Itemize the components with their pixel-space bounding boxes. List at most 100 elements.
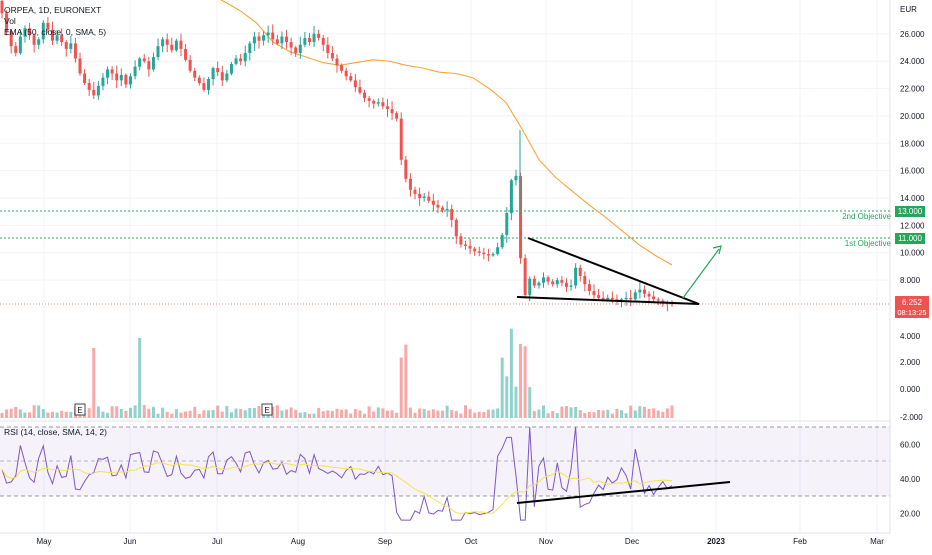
candle-body[interactable] [372, 100, 376, 104]
candle-body[interactable] [528, 278, 532, 296]
candle-body[interactable] [37, 39, 41, 45]
candle-body[interactable] [193, 70, 197, 78]
candle-body[interactable] [142, 58, 146, 62]
candle-body[interactable] [427, 196, 431, 201]
candle-body[interactable] [60, 35, 64, 43]
candle-body[interactable] [431, 200, 435, 205]
candle-body[interactable] [606, 297, 610, 300]
candle-body[interactable] [523, 258, 527, 296]
candle-body[interactable] [220, 72, 224, 81]
candle-body[interactable] [229, 63, 233, 74]
candle-body[interactable] [574, 267, 578, 286]
candle-body[interactable] [317, 33, 321, 38]
candle-body[interactable] [340, 65, 344, 71]
candle-body[interactable] [459, 236, 463, 245]
rsi-trendline[interactable] [516, 481, 731, 504]
candle-body[interactable] [450, 208, 454, 220]
candle-body[interactable] [381, 102, 385, 107]
triangle-upper-trendline[interactable] [527, 237, 700, 305]
candle-body[interactable] [496, 247, 500, 255]
candle-body[interactable] [41, 22, 45, 40]
candle-body[interactable] [202, 83, 206, 90]
legend-title[interactable]: ORPEA, 1D, EURONEXT [4, 5, 102, 15]
candle-body[interactable] [592, 291, 596, 296]
candle-body[interactable] [128, 76, 132, 85]
candle-body[interactable] [248, 43, 252, 53]
candle-body[interactable] [363, 92, 367, 99]
legend-ema[interactable]: EMA (50, close, 0, SMA, 5) [4, 27, 107, 37]
candle-body[interactable] [436, 204, 440, 208]
candle-body[interactable] [165, 39, 169, 45]
candle-body[interactable] [0, 1, 4, 14]
ema-50-line[interactable] [190, 0, 673, 266]
candle-body[interactable] [83, 73, 87, 84]
candle-body[interactable] [133, 66, 137, 77]
candle-body[interactable] [473, 248, 477, 252]
candle-body[interactable] [358, 87, 362, 93]
candle-body[interactable] [560, 280, 564, 283]
candle-body[interactable] [298, 44, 302, 53]
candle-body[interactable] [486, 254, 490, 256]
candle-body[interactable] [564, 282, 568, 287]
candle-body[interactable] [234, 58, 238, 64]
candle-body[interactable] [587, 284, 591, 292]
candle-body[interactable] [597, 295, 601, 298]
rsi-line[interactable] [1, 426, 673, 521]
candle-body[interactable] [225, 73, 229, 81]
earnings-marker[interactable]: E [261, 403, 273, 416]
candle-body[interactable] [349, 76, 353, 81]
candle-body[interactable] [413, 189, 417, 194]
candle-body[interactable] [188, 59, 192, 71]
target-arrow-line[interactable] [682, 248, 720, 299]
candle-body[interactable] [335, 58, 339, 66]
candle-body[interactable] [555, 280, 559, 285]
legend-volume[interactable]: Vol [4, 16, 16, 26]
candle-body[interactable] [216, 68, 220, 73]
candle-body[interactable] [271, 32, 275, 40]
candle-body[interactable] [344, 70, 348, 77]
candle-body[interactable] [307, 37, 311, 43]
candle-body[interactable] [633, 292, 637, 300]
candle-body[interactable] [537, 282, 541, 286]
candle-body[interactable] [408, 178, 412, 190]
candle-body[interactable] [23, 28, 27, 37]
earnings-marker[interactable]: E [74, 403, 86, 416]
candle-body[interactable] [124, 74, 128, 85]
candle-body[interactable] [101, 77, 105, 86]
candle-body[interactable] [5, 13, 9, 32]
candle-body[interactable] [482, 252, 486, 255]
candle-body[interactable] [106, 69, 110, 78]
candle-body[interactable] [170, 44, 174, 51]
candle-body[interactable] [289, 42, 293, 48]
candle-body[interactable] [390, 109, 394, 114]
candle-body[interactable] [624, 297, 628, 300]
candle-body[interactable] [367, 98, 371, 101]
triangle-lower-trendline[interactable] [516, 296, 700, 305]
candle-body[interactable] [661, 300, 665, 302]
candle-body[interactable] [652, 296, 656, 300]
candle-body[interactable] [243, 52, 247, 62]
candle-body[interactable] [138, 58, 142, 67]
candle-body[interactable] [9, 31, 13, 47]
candle-body[interactable] [46, 22, 50, 30]
candle-body[interactable] [399, 118, 403, 160]
candle-body[interactable] [395, 113, 399, 119]
candle-body[interactable] [468, 245, 472, 249]
candle-body[interactable] [500, 234, 504, 248]
candle-body[interactable] [115, 73, 119, 81]
candle-body[interactable] [211, 68, 215, 79]
candle-body[interactable] [422, 196, 426, 199]
candle-body[interactable] [620, 299, 624, 301]
candle-body[interactable] [542, 277, 546, 283]
candle-body[interactable] [18, 36, 22, 53]
candle-body[interactable] [551, 281, 555, 285]
candle-body[interactable] [312, 33, 316, 43]
candle-body[interactable] [376, 102, 380, 104]
candle-body[interactable] [257, 36, 261, 41]
candle-body[interactable] [326, 44, 330, 53]
candle-body[interactable] [321, 37, 325, 45]
candle-body[interactable] [578, 267, 582, 276]
candle-body[interactable] [285, 36, 289, 43]
candle-body[interactable] [96, 85, 100, 96]
candle-body[interactable] [14, 46, 18, 53]
